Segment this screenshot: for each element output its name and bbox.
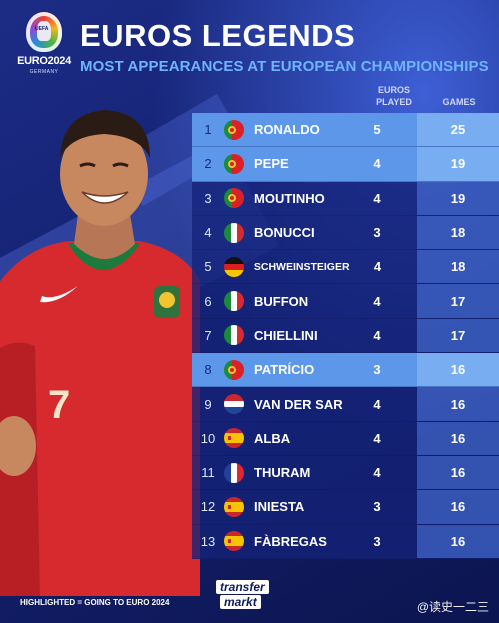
games-count: 17 [417, 284, 499, 318]
player-name: RONALDO [254, 122, 320, 138]
watermark: @读史一二三 [416, 600, 489, 614]
spain-flag-icon [224, 531, 244, 552]
portugal-flag-icon [224, 119, 244, 140]
euros-played: 4 [373, 327, 381, 343]
rank: 13 [200, 533, 216, 549]
euros-played: 3 [373, 499, 381, 515]
portugal-flag-icon [224, 188, 244, 209]
page-subtitle: MOST APPEARANCES AT EUROPEAN CHAMPIONSHI… [80, 58, 489, 75]
player-name: FÀBREGAS [254, 533, 327, 549]
column-header-euros-line1: EUROS [377, 85, 410, 95]
table-row: 13 FÀBREGAS 3 16 [192, 524, 499, 559]
logo-euro-text: EURO2024 [17, 55, 71, 67]
rank: 7 [204, 327, 212, 343]
games-count: 19 [417, 181, 499, 215]
appearances-table: 1 RONALDO 5 25 2 PEPE 4 19 3 MOUTINHO 4 19 4 BONUCCI 3… [192, 113, 499, 559]
rank: 9 [204, 396, 212, 412]
player-name: PATRÍCIO [254, 362, 315, 378]
table-row: 12 INIESTA 3 16 [192, 490, 499, 525]
player-name: THURAM [254, 465, 311, 481]
germany-flag-icon [223, 256, 244, 277]
column-header-euros: EUROS PLAYED [366, 84, 422, 108]
trophy-icon [26, 12, 62, 52]
player-name: VAN DER SAR [254, 396, 343, 412]
rank: 2 [204, 156, 212, 172]
euros-played: 4 [373, 465, 381, 481]
transfermarkt-logo: transfer markt [216, 580, 284, 612]
brand-line1: transfer [216, 580, 269, 594]
italy-flag-icon [224, 291, 244, 312]
table-row: 9 VAN DER SAR 4 16 [192, 387, 499, 422]
jersey-number: 7 [48, 383, 70, 427]
france-flag-icon [224, 462, 244, 483]
games-count: 18 [417, 250, 499, 284]
italy-flag-icon [224, 222, 244, 243]
table-row: 6 BUFFON 4 17 [192, 284, 499, 319]
player-name: BUFFON [254, 293, 309, 309]
player-name: BONUCCI [254, 225, 315, 241]
games-count: 16 [417, 353, 499, 387]
spain-flag-icon [224, 496, 244, 517]
spain-flag-icon [224, 428, 244, 449]
player-name: SCHWEINSTEIGER [253, 260, 350, 273]
table-row: 8 PATRÍCIO 3 16 [192, 353, 499, 388]
euros-played: 4 [373, 293, 381, 309]
table-row: 5 SCHWEINSTEIGER 4 18 [192, 250, 499, 285]
euro2024-logo: UEFA EURO2024 GERMANY [14, 12, 74, 84]
table-row: 4 BONUCCI 3 18 [192, 215, 499, 251]
table-row: 3 MOUTINHO 4 19 [192, 181, 499, 216]
table-row: 10 ALBA 4 16 [192, 421, 499, 456]
rank: 6 [204, 293, 212, 309]
euros-played: 3 [373, 225, 381, 241]
euros-played: 4 [373, 396, 381, 412]
euros-played: 3 [373, 533, 381, 549]
games-count: 16 [417, 455, 499, 490]
rank: 4 [204, 225, 212, 241]
player-name: INIESTA [254, 499, 305, 515]
column-header-euros-line2: PLAYED [376, 97, 412, 107]
player-name: CHIELLINI [254, 327, 318, 343]
player-name: MOUTINHO [254, 190, 325, 206]
games-count: 18 [417, 215, 499, 250]
euros-played: 5 [373, 122, 381, 138]
footer-note: HIGHLIGHTED = GOING TO EURO 2024 [20, 598, 170, 607]
logo-uefa-text: UEFA [35, 26, 49, 32]
player-name: PEPE [254, 156, 289, 172]
rank: 3 [204, 190, 212, 206]
portugal-flag-icon [224, 359, 244, 380]
euros-played: 3 [373, 362, 381, 378]
euros-played: 4 [373, 430, 381, 446]
rank: 8 [204, 362, 212, 378]
table-row: 2 PEPE 4 19 [192, 147, 499, 182]
rank: 1 [204, 122, 212, 138]
table-row: 1 RONALDO 5 25 [192, 113, 499, 148]
euros-played: 4 [373, 156, 381, 172]
portugal-flag-icon [224, 153, 244, 174]
euros-played: 4 [373, 190, 381, 206]
player-name: ALBA [254, 430, 291, 446]
rank: 11 [201, 465, 215, 481]
games-count: 16 [417, 490, 499, 524]
games-count: 17 [417, 318, 499, 353]
column-header-games: GAMES [442, 97, 476, 107]
table-row: 7 CHIELLINI 4 17 [192, 318, 499, 354]
games-count: 16 [417, 387, 499, 421]
games-count: 16 [417, 524, 499, 558]
rank: 12 [200, 499, 216, 515]
brand-line2: markt [220, 595, 261, 609]
rank: 10 [200, 430, 216, 446]
rank: 5 [204, 259, 212, 275]
netherlands-flag-icon [224, 394, 244, 415]
logo-country-text: GERMANY [29, 69, 59, 75]
games-count: 16 [417, 421, 499, 455]
player-illustration: 7 [0, 110, 200, 596]
table-row: 11 THURAM 4 16 [192, 455, 499, 491]
italy-flag-icon [224, 325, 244, 346]
games-count: 25 [417, 113, 499, 147]
euros-played: 4 [373, 259, 382, 275]
games-count: 19 [417, 147, 499, 181]
page-title: EUROS LEGENDS [80, 18, 356, 53]
